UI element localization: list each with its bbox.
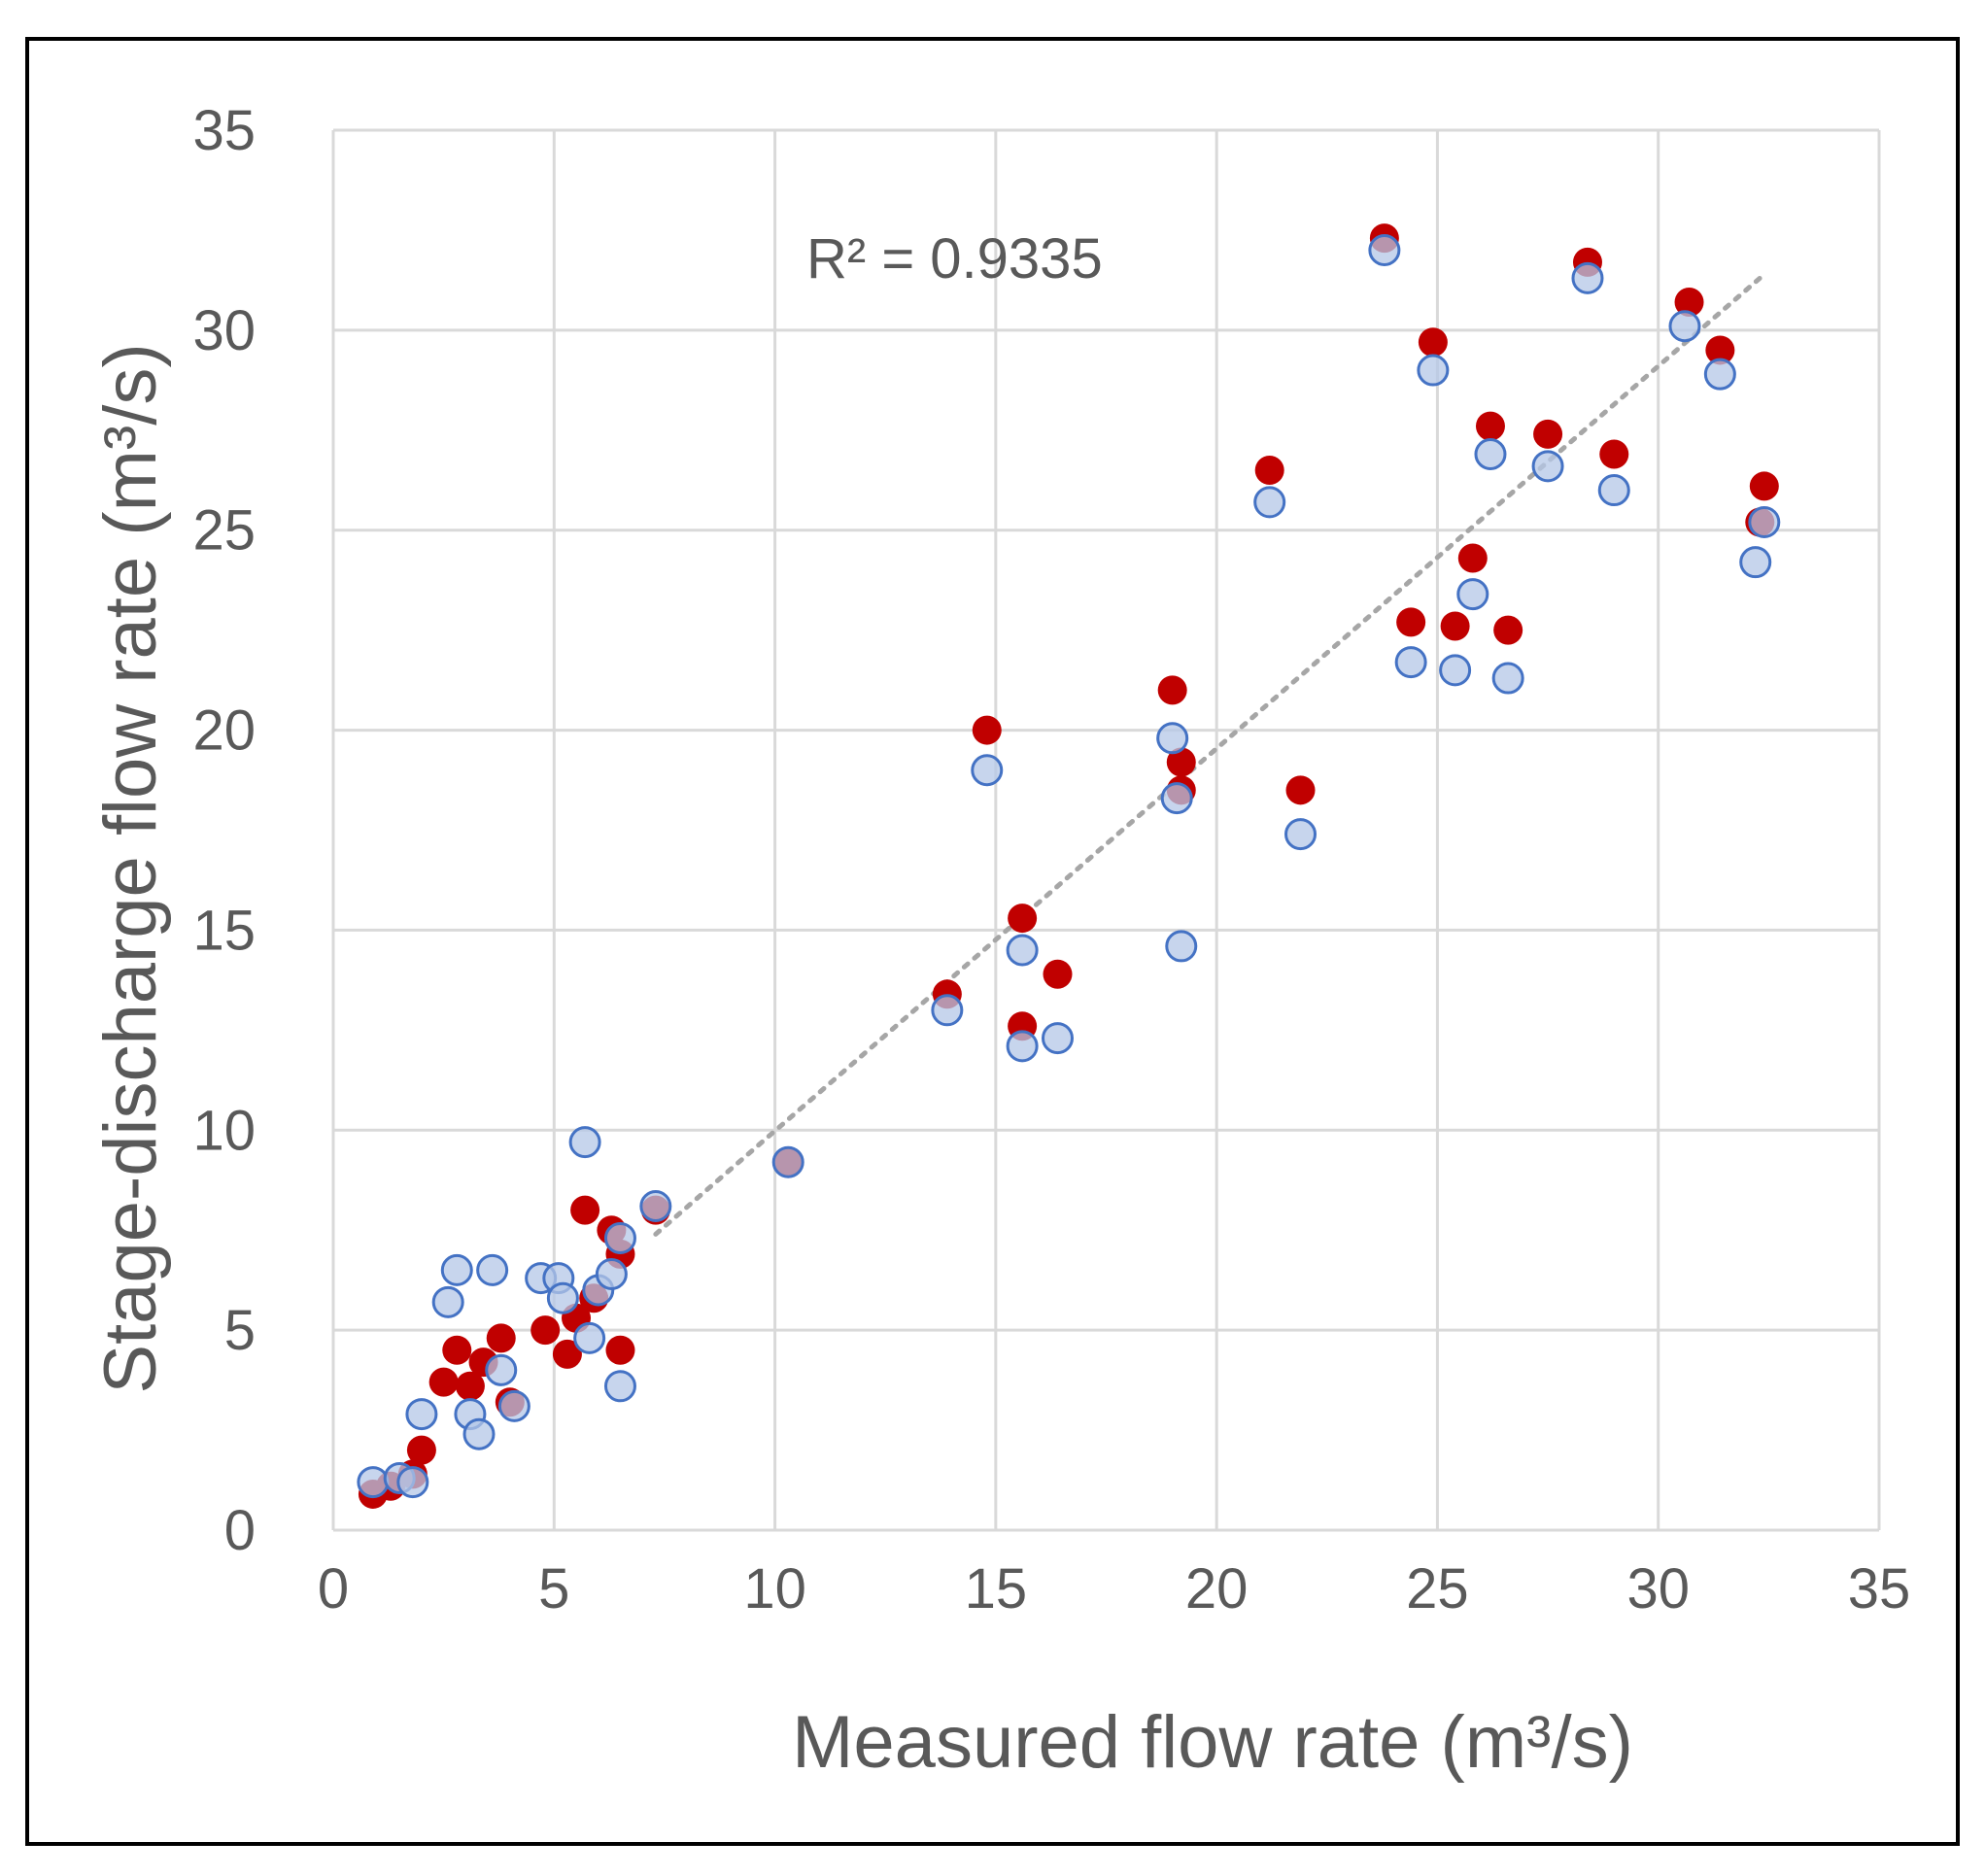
point-series-2: [1748, 505, 1781, 538]
point-series-1: [552, 1339, 582, 1369]
point-series-2: [357, 1466, 390, 1499]
point-series-2: [440, 1253, 473, 1286]
point-series-1: [1533, 419, 1563, 449]
point-series-2: [595, 1258, 628, 1291]
point-series-2: [603, 1221, 636, 1254]
point-series-2: [603, 1370, 636, 1403]
y-tick-label: 15: [192, 899, 256, 962]
point-series-2: [931, 994, 964, 1027]
point-series-2: [1165, 930, 1198, 963]
x-tick-label: 25: [1406, 1557, 1469, 1620]
point-series-1: [428, 1367, 459, 1397]
point-series-2: [568, 1126, 601, 1159]
point-series-2: [396, 1466, 429, 1499]
point-series-2: [546, 1281, 579, 1314]
y-axis-title: Stage-discharge flow rate (m³/s): [89, 343, 172, 1393]
point-series-1: [1493, 615, 1523, 645]
point-series-2: [1531, 450, 1564, 483]
data-points: [357, 223, 1781, 1509]
x-tick-label: 30: [1626, 1557, 1690, 1620]
point-series-2: [1703, 358, 1736, 391]
point-series-1: [1599, 439, 1629, 469]
x-tick-label: 5: [538, 1557, 569, 1620]
point-series-1: [486, 1323, 516, 1353]
point-series-2: [1571, 261, 1604, 294]
point-series-2: [1597, 474, 1630, 507]
point-series-1: [1043, 959, 1073, 989]
point-series-2: [573, 1321, 606, 1354]
x-tick-label: 20: [1185, 1557, 1249, 1620]
point-series-2: [1156, 722, 1189, 755]
scatter-chart: 0 5 10 15 20 25 30 35 0 5 10 15 20 25 30 35 R² = 0.933…: [89, 99, 1910, 1784]
point-series-2: [1160, 782, 1193, 815]
point-series-1: [1166, 747, 1196, 777]
point-series-2: [1284, 818, 1318, 851]
y-tick-label: 20: [192, 699, 256, 763]
point-series-2: [1491, 662, 1524, 695]
x-axis-title: Measured flow rate (m³/s): [792, 1701, 1633, 1784]
point-series-1: [1457, 543, 1488, 573]
gridlines: [331, 128, 1881, 1532]
point-series-1: [1674, 288, 1704, 318]
x-tick-label: 0: [318, 1557, 349, 1620]
y-tick-label: 30: [192, 299, 256, 362]
point-series-1: [406, 1435, 436, 1465]
point-series-2: [462, 1417, 496, 1450]
point-series-2: [1394, 646, 1427, 679]
trendline: [653, 275, 1763, 1237]
point-series-1: [442, 1335, 472, 1365]
point-series-2: [1474, 437, 1507, 470]
point-series-2: [1006, 934, 1039, 967]
point-series-1: [605, 1335, 635, 1365]
point-series-1: [1475, 411, 1505, 441]
point-series-2: [1668, 310, 1701, 343]
point-series-1: [1396, 607, 1426, 637]
point-series-1: [570, 1195, 600, 1225]
point-series-1: [1285, 775, 1316, 805]
point-series-1: [455, 1371, 485, 1401]
y-tick-label: 10: [192, 1099, 256, 1162]
point-series-1: [1440, 611, 1470, 641]
point-series-2: [1368, 234, 1401, 267]
point-series-1: [1749, 471, 1779, 501]
y-tick-label: 0: [224, 1499, 256, 1562]
point-series-2: [1006, 1030, 1039, 1063]
x-tick-label: 35: [1848, 1557, 1911, 1620]
point-series-2: [771, 1145, 804, 1178]
point-series-2: [1456, 578, 1489, 611]
point-series-2: [497, 1389, 530, 1422]
point-series-2: [405, 1398, 438, 1431]
point-series-2: [476, 1253, 509, 1286]
x-tick-label: 10: [743, 1557, 806, 1620]
x-tick-labels: 0 5 10 15 20 25 30 35: [318, 1557, 1910, 1620]
y-tick-label: 5: [224, 1299, 256, 1362]
figure-frame: 0 5 10 15 20 25 30 35 0 5 10 15 20 25 30 35 R² = 0.933…: [25, 37, 1960, 1846]
point-series-1: [1705, 335, 1735, 365]
point-series-1: [1254, 455, 1284, 485]
y-tick-labels: 0 5 10 15 20 25 30 35: [192, 99, 256, 1562]
point-series-1: [972, 715, 1002, 745]
trendline-group: [653, 275, 1763, 1237]
point-series-1: [530, 1315, 561, 1346]
point-series-2: [485, 1353, 518, 1386]
point-series-1: [1157, 675, 1187, 705]
r-squared-annotation: R² = 0.9335: [806, 227, 1103, 290]
point-series-2: [1439, 654, 1472, 687]
point-series-2: [971, 754, 1004, 787]
point-series-1: [1008, 904, 1038, 934]
point-series-2: [639, 1190, 672, 1223]
point-series-2: [431, 1285, 464, 1318]
y-tick-label: 35: [192, 99, 256, 162]
point-series-1: [1418, 327, 1448, 358]
point-series-2: [1253, 486, 1286, 519]
x-tick-label: 15: [965, 1557, 1028, 1620]
point-series-2: [1041, 1022, 1074, 1055]
point-series-2: [1417, 354, 1450, 387]
y-tick-label: 25: [192, 499, 256, 563]
point-series-2: [1739, 546, 1772, 579]
